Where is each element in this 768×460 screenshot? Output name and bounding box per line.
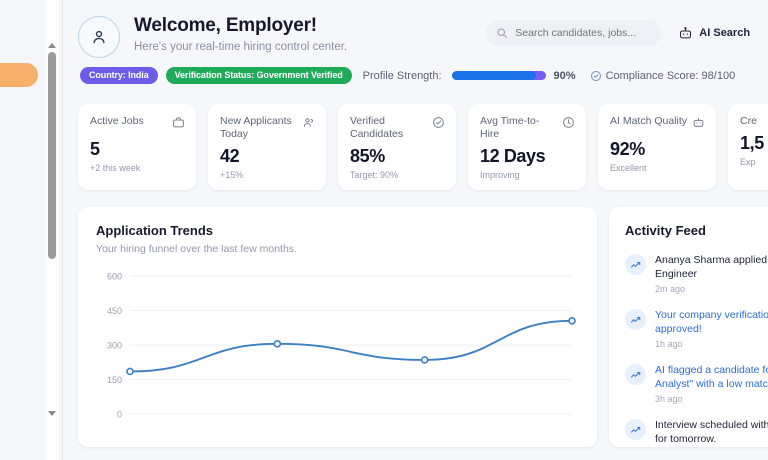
page-subtitle: Here's your real-time hiring control cen…: [134, 41, 348, 53]
vertical-scrollbar[interactable]: [45, 0, 59, 460]
scroll-down-arrow-icon[interactable]: [47, 408, 57, 418]
stat-footnote: Exp: [740, 157, 756, 167]
activity-feed-card: Activity Feed Ananya Sharma applied Engin…: [609, 207, 768, 447]
list-item-body: Interview scheduled with for tomorrow.: [655, 418, 768, 446]
status-badge-row: Country: India Verification Status: Gove…: [63, 67, 768, 84]
list-item-timestamp: 1h ago: [655, 339, 683, 349]
page-header: Welcome, Employer! Here's your real-time…: [63, 0, 768, 98]
stat-value: 1,5: [740, 133, 764, 153]
stat-footnote: Improving: [480, 170, 520, 180]
trending-up-icon: [625, 364, 646, 385]
page-title: Welcome, Employer!: [134, 15, 317, 36]
stat-value: 5: [90, 139, 100, 159]
list-item[interactable]: AI flagged a candidate for Analyst" with …: [625, 363, 768, 404]
trending-up-icon: [625, 419, 646, 440]
scrollbar-thumb[interactable]: [48, 52, 56, 259]
list-item-body: Your company verification approved! 1h ago: [655, 308, 768, 349]
welcome-row: Welcome, Employer! Here's your real-time…: [63, 14, 768, 58]
stat-card-avg-time-to-hire[interactable]: Avg Time-to-Hire 12 Days Improving: [468, 104, 586, 190]
panels-row: Application Trends Your hiring funnel ov…: [63, 190, 768, 447]
ai-search-button[interactable]: AI Search: [678, 26, 750, 41]
shield-check-icon: [590, 70, 601, 81]
header-tools: AI Search C: [486, 20, 768, 46]
profile-strength-fill: [451, 71, 537, 80]
orange-pill-decoration: [0, 63, 38, 87]
stat-card-verified-candidates[interactable]: Verified Candidates 85% Target: 90%: [338, 104, 456, 190]
list-item[interactable]: Interview scheduled with for tomorrow.: [625, 418, 768, 446]
avatar[interactable]: [78, 16, 120, 58]
stat-value: 85%: [350, 146, 385, 166]
svg-text:0: 0: [117, 410, 122, 420]
stat-label: Cre: [740, 115, 757, 127]
list-item[interactable]: Your company verification approved! 1h ago: [625, 308, 768, 349]
stat-card-new-applicants[interactable]: New Applicants Today 42 +15%: [208, 104, 326, 190]
status-badge-verification: Verification Status: Government Verified: [165, 67, 352, 84]
stat-label: AI Match Quality: [610, 115, 688, 127]
stat-card-ai-match-quality[interactable]: AI Match Quality 92% Excellent: [598, 104, 716, 190]
profile-strength-label: Profile Strength:: [362, 69, 442, 82]
stat-label: Active Jobs: [90, 115, 144, 127]
robot-icon: [680, 26, 692, 38]
trending-up-icon: [625, 254, 646, 275]
profile-strength-bar: [451, 71, 546, 80]
list-item-text: Interview scheduled with for tomorrow.: [655, 419, 768, 445]
svg-text:600: 600: [107, 272, 122, 282]
robot-icon: [692, 116, 705, 134]
search-box[interactable]: [486, 20, 662, 46]
left-gutter: [0, 0, 63, 460]
stat-value: 42: [220, 146, 240, 166]
compliance-score: Compliance Score: 98/100: [590, 69, 736, 82]
compliance-score-label: Compliance Score: 98/100: [605, 69, 736, 82]
stat-value: 12 Days: [480, 146, 546, 166]
stat-value: 92%: [610, 139, 645, 159]
stat-card-active-jobs[interactable]: Active Jobs 5 +2 this week: [78, 104, 196, 190]
list-item-text: Ananya Sharma applied Engineer: [655, 254, 768, 280]
stat-footnote: Target: 90%: [350, 170, 399, 180]
list-item-text: Your company verification approved!: [655, 309, 768, 335]
profile-strength-percent: 90%: [553, 69, 576, 82]
stat-label: New Applicants Today: [220, 115, 292, 140]
stat-footnote: +2 this week: [90, 163, 141, 173]
scroll-up-arrow-icon[interactable]: [47, 40, 57, 50]
clock-icon: [562, 116, 575, 134]
svg-text:450: 450: [107, 306, 122, 316]
list-item-timestamp: 2m ago: [655, 284, 686, 294]
status-badge-country: Country: India: [80, 67, 158, 84]
stats-row: Active Jobs 5 +2 this week New Applicant…: [63, 98, 768, 190]
users-icon: [302, 116, 315, 134]
chart-svg: 600 450 300 150 0: [107, 272, 576, 420]
chart-subtitle: Your hiring funnel over the last few mon…: [96, 243, 297, 255]
list-item[interactable]: Ananya Sharma applied Engineer 2m ago: [625, 253, 768, 294]
search-icon: [497, 28, 508, 39]
ai-search-label: AI Search: [699, 27, 751, 39]
activity-feed-title: Activity Feed: [625, 223, 706, 238]
check-circle-icon: [432, 116, 445, 134]
list-item-body: Ananya Sharma applied Engineer 2m ago: [655, 253, 768, 294]
activity-feed-list: Ananya Sharma applied Engineer 2m ago Your …: [625, 253, 768, 446]
stat-card-credits-clipped[interactable]: Cre 1,5 Exp: [728, 104, 768, 190]
main-content: Welcome, Employer! Here's your real-time…: [63, 0, 768, 460]
search-input[interactable]: [515, 27, 651, 39]
list-item-timestamp: 3h ago: [655, 394, 683, 404]
application-trends-chart: 600 450 300 150 0: [96, 270, 578, 430]
application-trends-card: Application Trends Your hiring funnel ov…: [78, 207, 597, 447]
stat-label: Verified Candidates: [350, 115, 404, 140]
trending-up-icon: [625, 309, 646, 330]
chart-title: Application Trends: [96, 223, 214, 238]
briefcase-icon: [172, 116, 185, 134]
stat-label: Avg Time-to-Hire: [480, 115, 540, 140]
svg-text:300: 300: [107, 341, 122, 351]
svg-text:150: 150: [107, 375, 122, 385]
stat-footnote: Excellent: [610, 163, 647, 173]
list-item-text: AI flagged a candidate for Analyst" with …: [655, 364, 768, 390]
user-icon: [93, 30, 105, 44]
list-item-body: AI flagged a candidate for Analyst" with …: [655, 363, 768, 404]
stat-footnote: +15%: [220, 170, 244, 180]
welcome-text: Welcome, Employer! Here's your real-time…: [134, 14, 347, 54]
